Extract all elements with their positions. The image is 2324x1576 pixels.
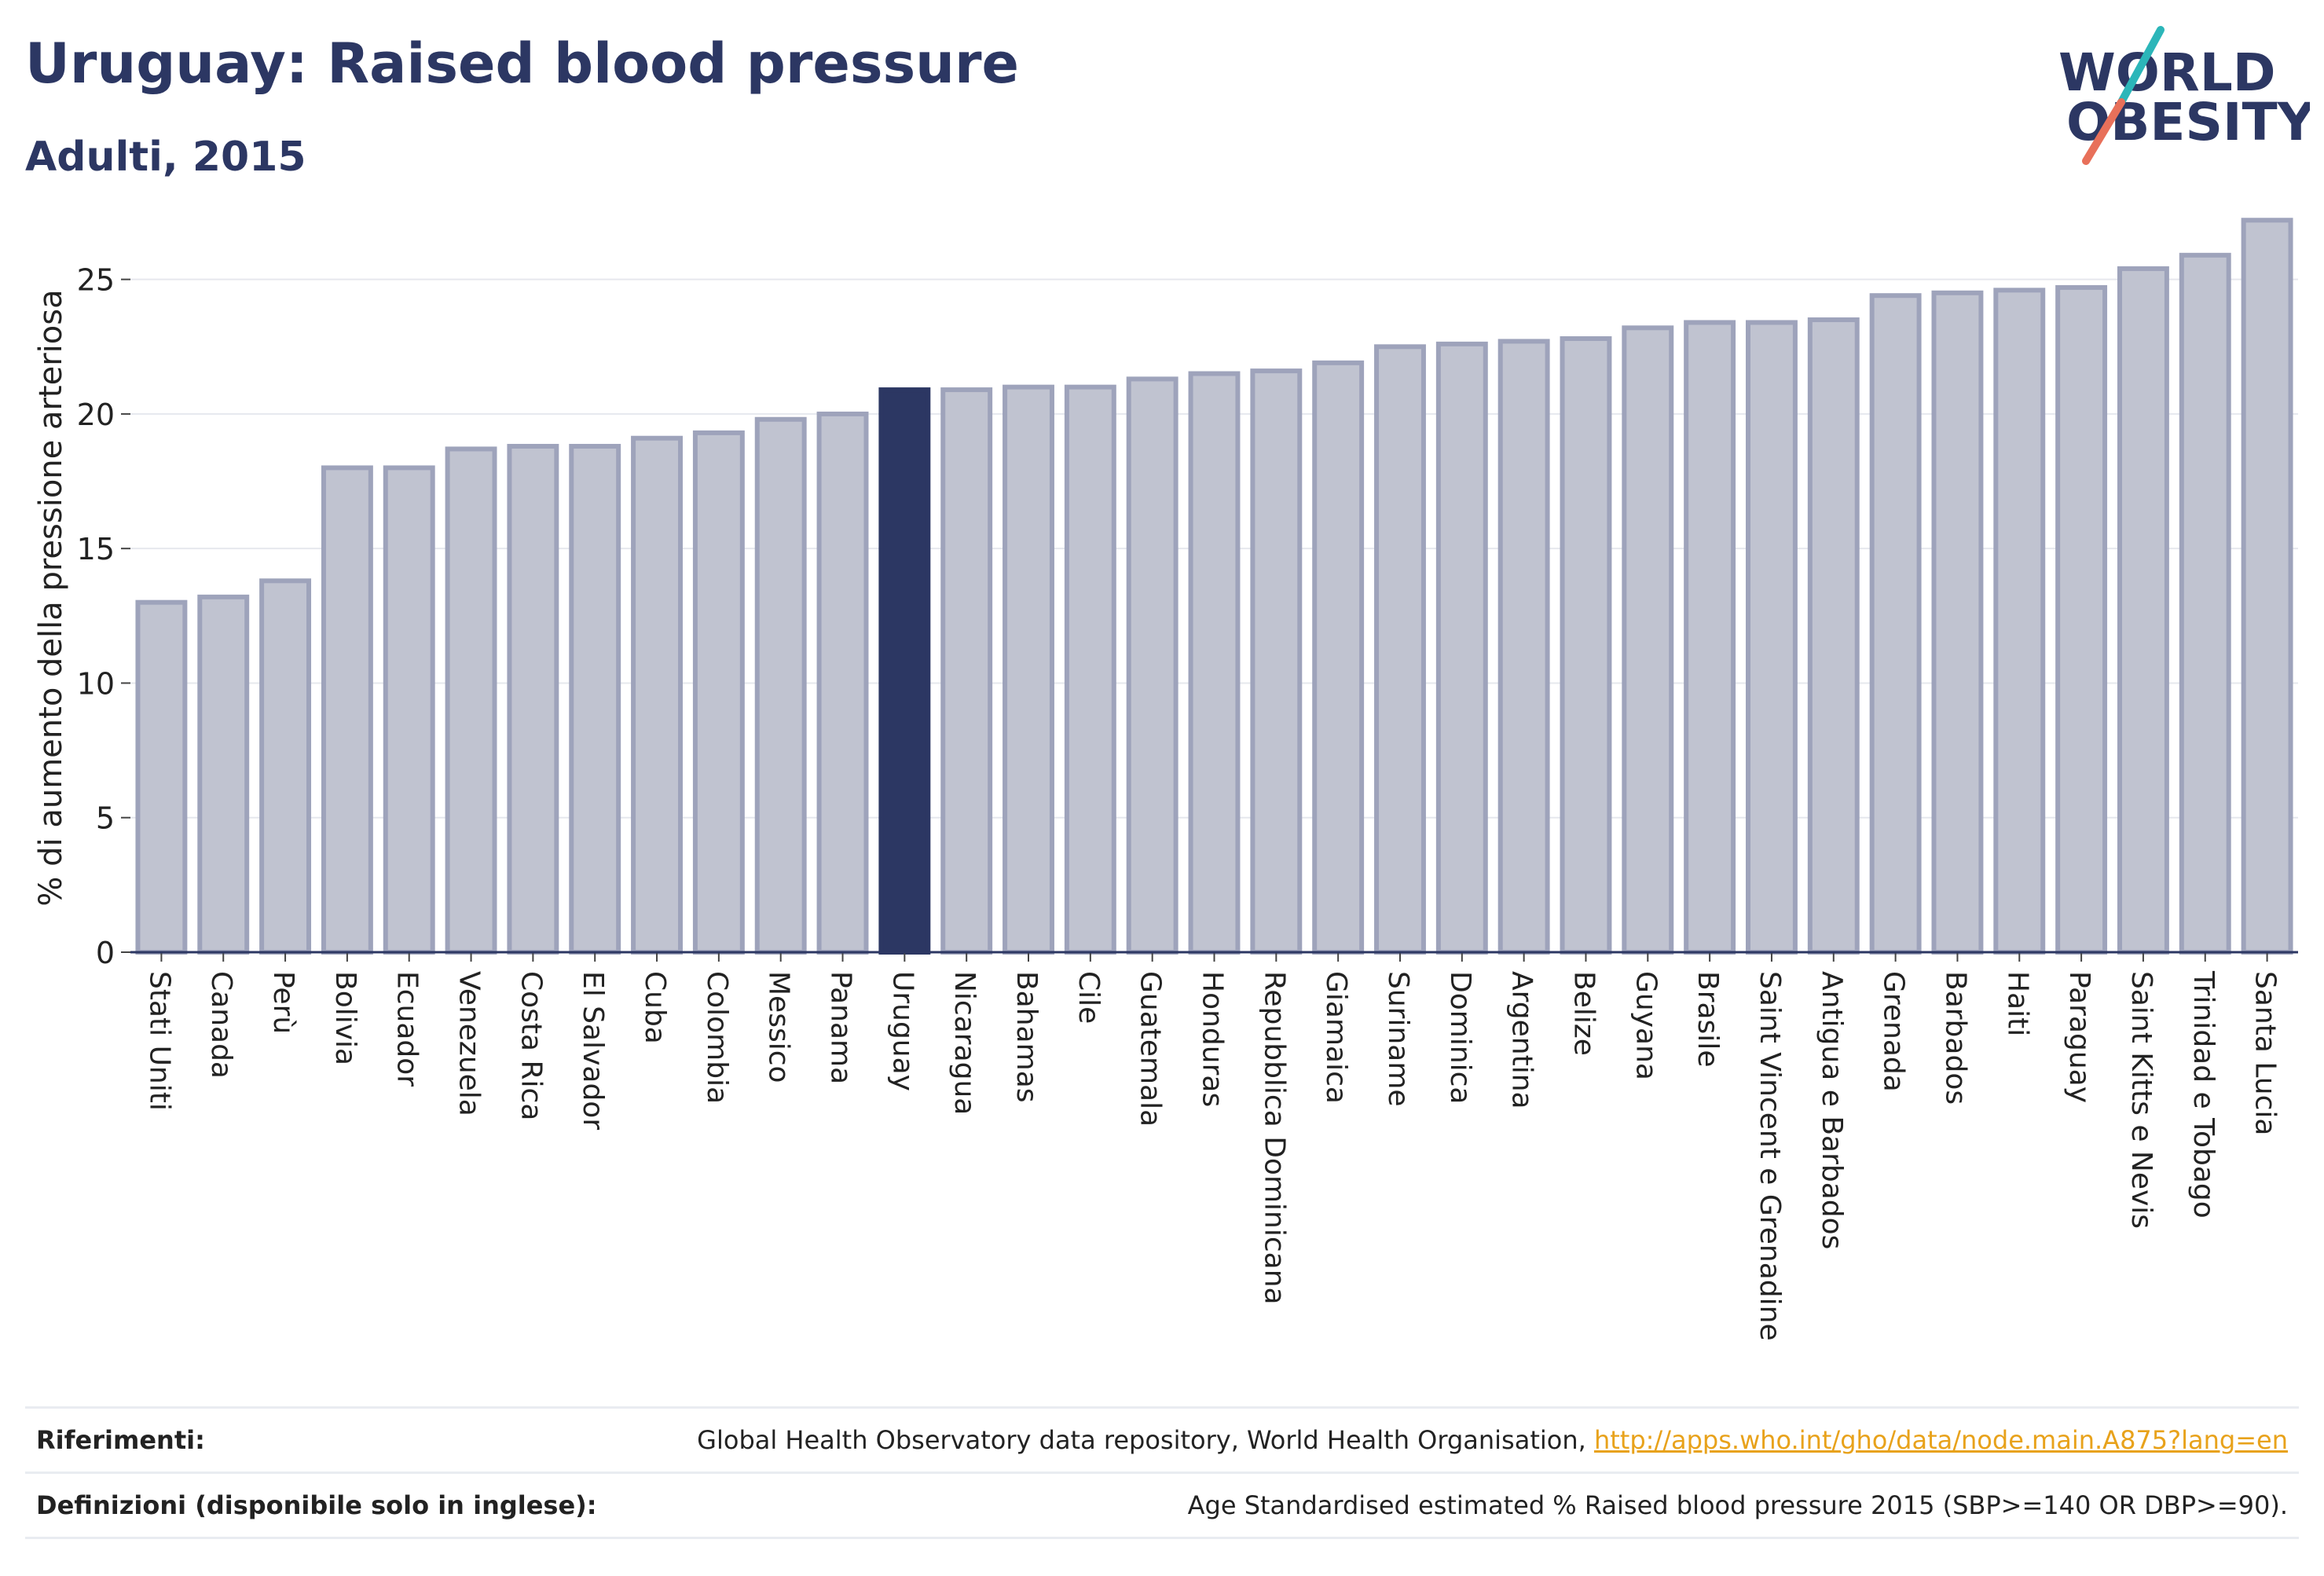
bar[interactable] <box>1807 317 1860 955</box>
x-tick-label: Paraguay <box>2063 971 2095 1103</box>
x-tick-label: Colombia <box>701 971 733 1104</box>
x-tick-label: Trinidad e Tobago <box>2187 970 2220 1219</box>
x-tick-label: Barbados <box>1939 971 1971 1105</box>
world-obesity-logo[interactable]: WORLD OBESITY <box>2043 24 2310 173</box>
logo-slash-teal <box>2117 26 2165 106</box>
chart-title: Uruguay: Raised blood pressure <box>25 31 1019 96</box>
bar[interactable] <box>1435 341 1488 955</box>
bar[interactable] <box>1312 360 1365 955</box>
y-axis-label: % di aumento della pressione arteriosa <box>33 289 69 906</box>
bar-chart: 0 5 10 15 20 25 Stati Uniti Canada Perù Bolivia E… <box>33 218 2298 1341</box>
y-axis-ticks: 0 5 10 15 20 25 <box>77 263 130 970</box>
x-tick-label: Cuba <box>639 971 671 1044</box>
bar-highlighted[interactable] <box>878 387 931 955</box>
bar[interactable] <box>1064 384 1116 955</box>
x-tick-label: Dominica <box>1444 971 1476 1105</box>
footer: Riferimenti: Global Health Observatory d… <box>25 1406 2299 1539</box>
x-tick-label: Nicaragua <box>948 971 981 1115</box>
references-link[interactable]: http://apps.who.int/gho/data/node.main.A… <box>1593 1425 2288 1455</box>
x-tick-label: El Salvador <box>577 971 609 1130</box>
logo-text-world: WORLD <box>2058 42 2276 103</box>
x-tick-label: Perù <box>267 971 299 1034</box>
x-tick-label: Cile <box>1072 971 1105 1024</box>
bar[interactable] <box>1560 335 1612 955</box>
bar[interactable] <box>2055 284 2108 955</box>
bar[interactable] <box>1622 325 1674 955</box>
x-tick-label: Giamaica <box>1320 971 1352 1104</box>
bar[interactable] <box>2117 266 2169 955</box>
bar[interactable] <box>631 435 683 955</box>
x-tick-label: Argentina <box>1506 971 1538 1109</box>
x-tick-label: Guyana <box>1629 971 1662 1080</box>
bar[interactable] <box>940 387 993 955</box>
bar[interactable] <box>816 411 869 955</box>
references-label: Riferimenti: <box>36 1425 205 1455</box>
y-tick-label: 20 <box>77 398 115 432</box>
bar[interactable] <box>383 465 435 955</box>
bar[interactable] <box>321 465 373 955</box>
y-tick-label: 15 <box>77 532 115 566</box>
bar[interactable] <box>259 578 312 955</box>
x-tick-label: Bahamas <box>1010 971 1043 1103</box>
bar[interactable] <box>507 444 559 955</box>
definitions-value: Age Standardised estimated % Raised bloo… <box>1187 1490 2288 1520</box>
bar[interactable] <box>1126 376 1178 955</box>
y-tick-label: 0 <box>96 936 115 970</box>
x-tick-label: Brasile <box>1692 971 1724 1067</box>
x-tick-label: Venezuela <box>453 971 486 1116</box>
x-tick-label: Grenada <box>1878 971 1910 1092</box>
definitions-label: Definizioni (disponibile solo in inglese… <box>36 1490 597 1520</box>
x-tick-label: Antigua e Barbados <box>1816 971 1848 1249</box>
references-row: Riferimenti: Global Health Observatory d… <box>25 1406 2299 1472</box>
bar[interactable] <box>1993 288 2046 955</box>
x-tick-label: Costa Rica <box>515 971 547 1120</box>
bar[interactable] <box>2241 218 2293 955</box>
chart-subtitle: Adulti, 2015 <box>25 134 306 181</box>
x-tick-label: Bolivia <box>329 971 361 1065</box>
y-tick-label: 10 <box>77 666 115 701</box>
bar[interactable] <box>1188 371 1241 955</box>
bar[interactable] <box>445 446 497 955</box>
x-tick-label: Panama <box>825 971 857 1084</box>
x-tick-label: Haiti <box>2001 971 2033 1036</box>
bar[interactable] <box>135 599 188 955</box>
bars <box>135 218 2293 955</box>
bar[interactable] <box>1250 368 1303 955</box>
x-tick-label: Suriname <box>1382 971 1414 1107</box>
x-tick-label: Canada <box>205 971 237 1079</box>
bar[interactable] <box>1003 384 1054 955</box>
y-tick-label: 25 <box>77 263 115 298</box>
references-value: Global Health Observatory data repositor… <box>697 1425 2299 1455</box>
x-tick-label: Santa Lucia <box>2249 971 2282 1135</box>
bar[interactable] <box>754 416 807 955</box>
bar[interactable] <box>2179 252 2231 955</box>
x-tick-label: Saint Vincent e Grenadine <box>1754 971 1786 1341</box>
bar[interactable] <box>1931 290 1984 955</box>
x-tick-label: Repubblica Dominicana <box>1258 971 1290 1305</box>
x-tick-label: Uruguay <box>886 971 918 1091</box>
references-text: Global Health Observatory data repositor… <box>697 1425 1594 1455</box>
bar[interactable] <box>1869 293 1922 955</box>
logo-slash-coral <box>2082 98 2125 165</box>
x-tick-label: Ecuador <box>391 971 423 1087</box>
x-tick-label: Stati Uniti <box>143 971 175 1111</box>
bar[interactable] <box>1497 339 1550 955</box>
definitions-row: Definizioni (disponibile solo in inglese… <box>25 1472 2299 1539</box>
bar[interactable] <box>1374 344 1426 955</box>
bar[interactable] <box>692 430 745 955</box>
x-tick-label: Saint Kitts e Nevis <box>2125 971 2157 1229</box>
bar[interactable] <box>569 444 621 955</box>
y-tick-label: 5 <box>96 801 115 836</box>
bar[interactable] <box>197 594 250 955</box>
x-axis-ticks: Stati Uniti Canada Perù Bolivia Ecuador Venez… <box>143 952 2282 1341</box>
x-tick-label: Guatemala <box>1135 971 1167 1127</box>
bar[interactable] <box>1746 320 1798 955</box>
x-tick-label: Honduras <box>1197 971 1229 1107</box>
bar[interactable] <box>1684 320 1736 955</box>
x-tick-label: Belize <box>1567 971 1600 1056</box>
x-tick-label: Messico <box>763 971 795 1083</box>
